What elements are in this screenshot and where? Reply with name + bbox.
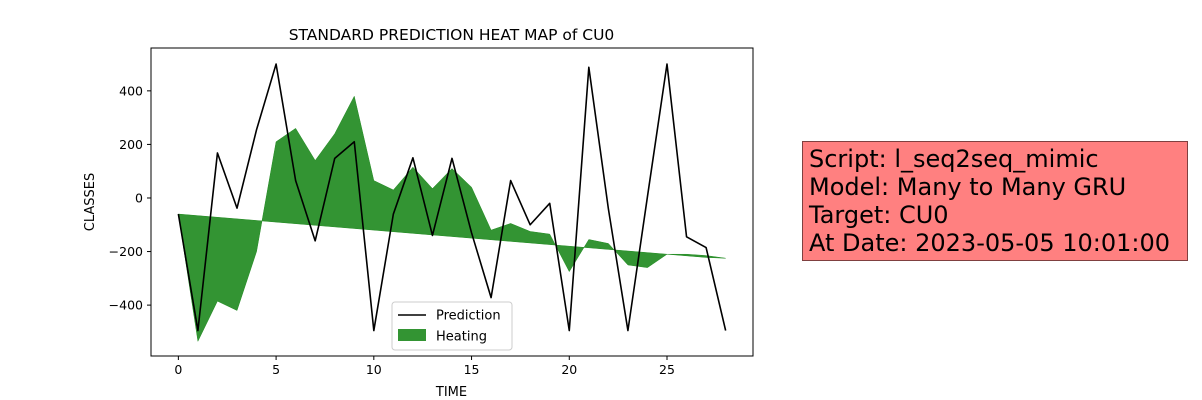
chart-title: STANDARD PREDICTION HEAT MAP of CU0 bbox=[289, 26, 615, 44]
legend-prediction-label: Prediction bbox=[436, 309, 501, 324]
x-tick-label: 10 bbox=[366, 362, 382, 377]
legend: Prediction Heating bbox=[391, 301, 513, 351]
y-axis-label: CLASSES bbox=[83, 173, 98, 231]
y-tick-label: 400 bbox=[119, 83, 143, 98]
x-tick-label: 0 bbox=[174, 362, 182, 377]
x-tick-label: 25 bbox=[659, 362, 675, 377]
x-axis-label: TIME bbox=[435, 385, 467, 400]
legend-heating-label: Heating bbox=[436, 330, 487, 345]
y-tick-label: 200 bbox=[119, 137, 143, 152]
plot-area bbox=[177, 63, 727, 343]
info-box: Script: l_seq2seq_mimic Model: Many to M… bbox=[802, 141, 1188, 261]
x-tick-label: 20 bbox=[561, 362, 577, 377]
heating-area bbox=[178, 95, 726, 343]
info-target: Target: CU0 bbox=[809, 201, 949, 229]
info-date: At Date: 2023-05-05 10:01:00 bbox=[809, 229, 1171, 257]
y-axis: −400 −200 0 200 400 bbox=[109, 83, 151, 313]
y-tick-label: −400 bbox=[109, 298, 143, 313]
plot-frame bbox=[150, 47, 754, 357]
y-tick-label: 0 bbox=[135, 190, 143, 205]
x-tick-label: 15 bbox=[464, 362, 480, 377]
x-tick-label: 5 bbox=[272, 362, 280, 377]
x-axis: 0 5 10 15 20 25 bbox=[174, 356, 675, 377]
info-model: Model: Many to Many GRU bbox=[809, 173, 1127, 201]
prediction-line bbox=[177, 63, 727, 332]
info-script: Script: l_seq2seq_mimic bbox=[809, 145, 1099, 173]
legend-heating-swatch bbox=[398, 329, 426, 341]
y-tick-label: −200 bbox=[109, 244, 143, 259]
